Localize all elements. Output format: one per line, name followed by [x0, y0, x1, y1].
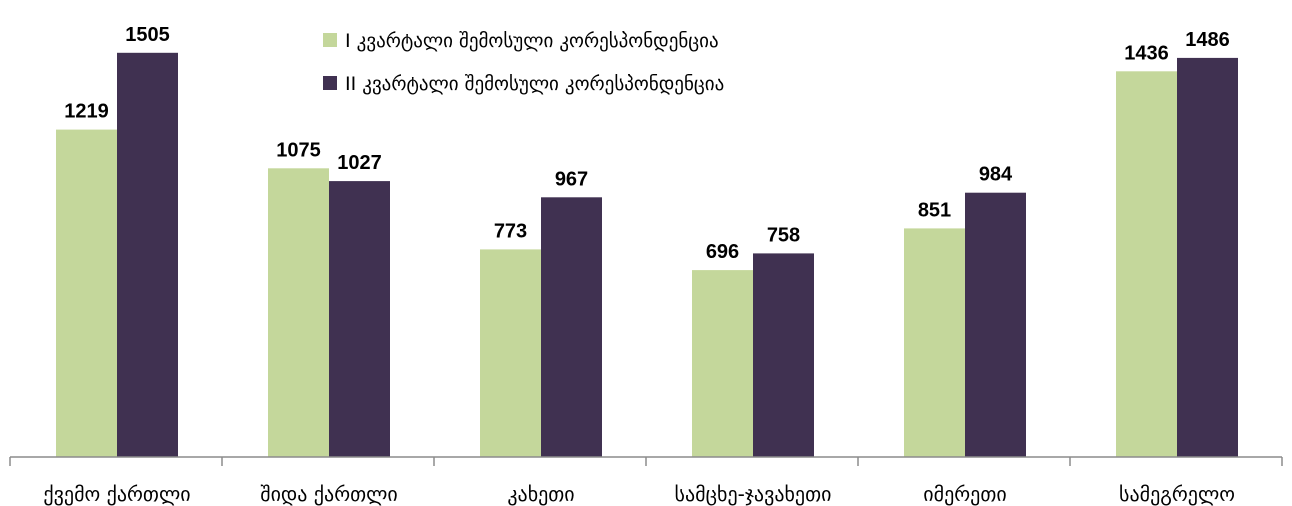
data-label-series-1-category-2: 1075 [276, 139, 321, 161]
data-label-series-1-category-1: 1219 [64, 101, 109, 123]
legend-label-series-2: II კვარტალი შემოსული კორესპონდენცია [345, 73, 724, 95]
legend-swatch-series-2 [323, 76, 337, 90]
category-label-5: იმერეთი [923, 482, 1006, 506]
bar-series-1-category-1 [56, 130, 117, 457]
legend-swatch-series-1 [323, 33, 337, 47]
bar-series-2-category-2 [329, 181, 390, 457]
data-label-series-2-category-2: 1027 [337, 152, 382, 174]
data-label-series-1-category-4: 696 [706, 241, 739, 263]
bar-series-1-category-5 [904, 228, 965, 457]
data-label-series-2-category-3: 967 [555, 168, 588, 190]
category-label-3: კახეთი [507, 482, 574, 506]
data-label-series-1-category-5: 851 [918, 199, 951, 221]
data-label-series-1-category-6: 1436 [1124, 42, 1169, 64]
bar-series-1-category-6 [1116, 71, 1177, 457]
bar-series-1-category-3 [480, 249, 541, 457]
legend-label-series-1: I კვარტალი შემოსული კორესპონდენცია [345, 30, 719, 52]
x-axis-ticks [10, 457, 1282, 466]
data-labels-layer: 1219 1505 1075 1027 773 967 696 758 851 984 1436 14… [64, 24, 1230, 263]
data-label-series-1-category-3: 773 [494, 220, 527, 242]
bar-series-2-category-6 [1177, 58, 1238, 457]
data-label-series-2-category-4: 758 [767, 224, 800, 246]
data-label-series-2-category-1: 1505 [125, 24, 170, 46]
data-label-series-2-category-6: 1486 [1185, 29, 1230, 51]
category-labels: ქვემო ქართლი შიდა ქართლი კახეთი სამცხე-ჯავა… [43, 482, 1235, 506]
legend: I კვარტალი შემოსული კორესპონდენცია II კვ… [323, 30, 724, 95]
bar-series-1-category-4 [692, 270, 753, 457]
bar-series-2-category-3 [541, 197, 602, 457]
bar-series-2-category-1 [117, 53, 178, 457]
bars-layer [56, 53, 1238, 457]
category-label-4: სამცხე-ჯავახეთი [675, 482, 832, 506]
data-label-series-2-category-5: 984 [979, 164, 1013, 186]
bar-series-2-category-5 [965, 193, 1026, 457]
bar-series-1-category-2 [268, 168, 329, 457]
category-label-1: ქვემო ქართლი [43, 482, 190, 506]
bar-series-2-category-4 [753, 253, 814, 457]
category-label-6: სამეგრელო [1119, 482, 1235, 506]
category-label-2: შიდა ქართლი [260, 482, 398, 506]
